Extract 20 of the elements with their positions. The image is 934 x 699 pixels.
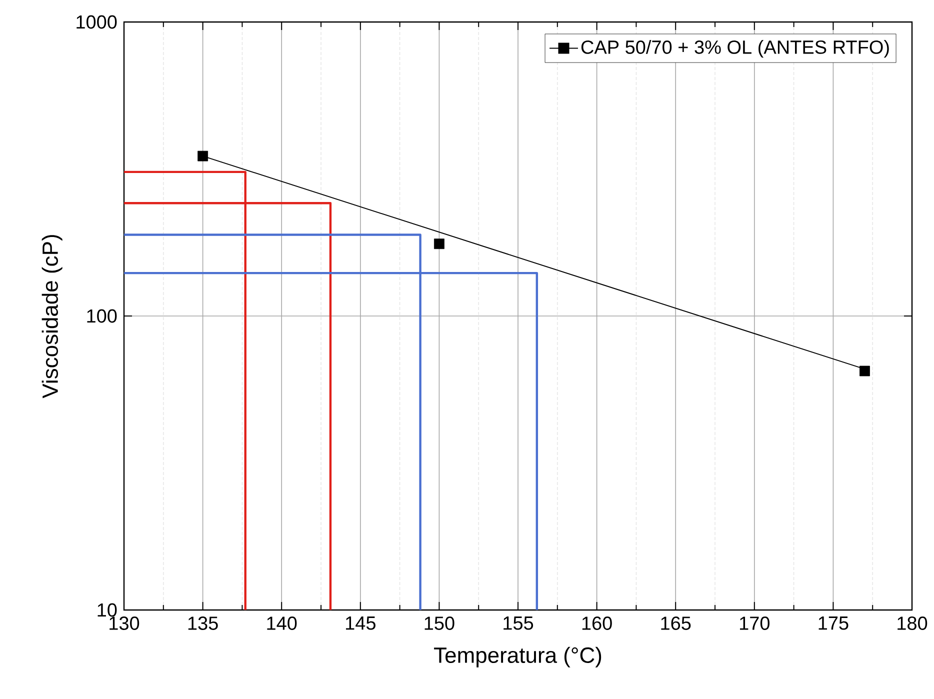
x-tick-label: 145 xyxy=(346,616,376,630)
x-tick-label: 180 xyxy=(898,616,928,630)
x-tick-label: 160 xyxy=(582,616,612,630)
x-tick-label: 165 xyxy=(661,616,691,630)
y-tick-label: 10 xyxy=(98,603,117,617)
x-tick-label: 155 xyxy=(504,616,534,630)
point xyxy=(860,366,870,376)
x-tick-label: 130 xyxy=(110,616,140,630)
x-axis-title: Temperatura (°C) xyxy=(434,646,602,668)
x-tick-label: 135 xyxy=(188,616,218,630)
y-tick-label: 1000 xyxy=(76,15,117,29)
x-tick-label: 150 xyxy=(424,616,454,630)
y-tick-label: 100 xyxy=(87,309,117,323)
y-axis-title: Viscosidade (cP) xyxy=(42,235,62,398)
x-tick-label: 170 xyxy=(740,616,770,630)
x-tick-label: 175 xyxy=(818,616,848,630)
point xyxy=(198,150,208,162)
point xyxy=(434,238,444,250)
legend-label: CAP 50/70 + 3% OL (ANTES RTFO) xyxy=(581,40,889,58)
x-tick-label: 140 xyxy=(267,616,297,630)
